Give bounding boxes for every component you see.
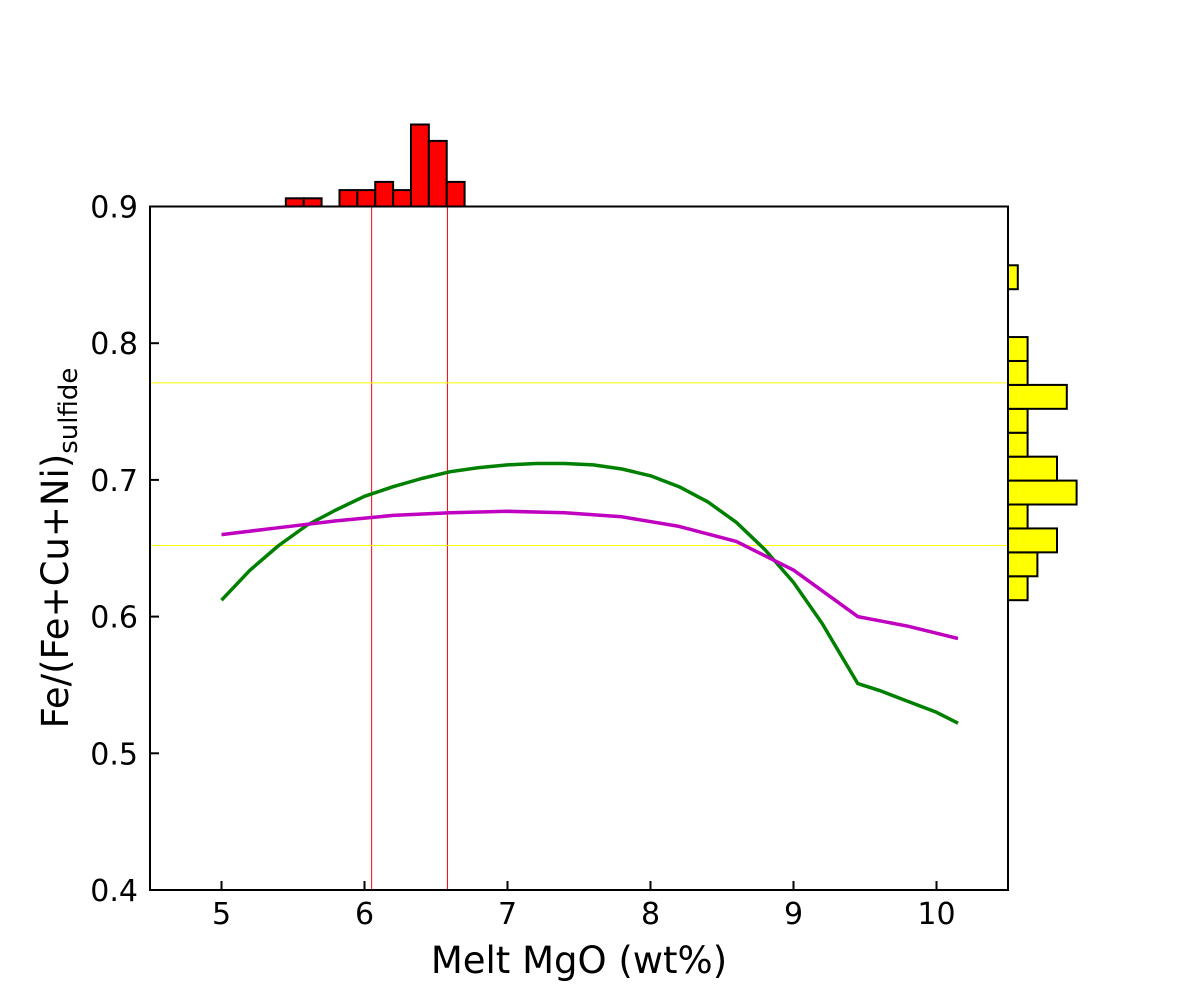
x-tick-label: 5 (212, 897, 231, 932)
x-tick-label: 10 (917, 897, 955, 932)
right-histogram-bar (1007, 527, 1058, 554)
right-histogram-bar (1007, 336, 1029, 362)
y-tick-label: 0.6 (90, 601, 138, 636)
top-histogram-bar (445, 180, 466, 208)
right-histogram-bar (1007, 431, 1029, 458)
right-histogram (1007, 264, 1078, 602)
y-tick-label: 0.9 (90, 191, 138, 226)
x-tick-label: 7 (498, 897, 517, 932)
top-histogram-bar (427, 139, 448, 208)
top-histogram-bar (338, 189, 359, 208)
top-histogram-bar (284, 197, 305, 208)
y-tick-label: 0.4 (90, 874, 138, 909)
top-histogram-bar (392, 189, 412, 208)
x-tick-label: 6 (355, 897, 374, 932)
x-tick-label: 9 (784, 897, 803, 932)
plot-frame (149, 205, 1009, 891)
right-histogram-bar (1007, 359, 1029, 386)
x-axis: 5 6 7 8 9 10 (212, 881, 956, 932)
top-histogram (284, 123, 466, 208)
y-axis-title-subscript: sulfide (54, 368, 84, 454)
top-histogram-bar (374, 180, 395, 208)
series-line-1 (220, 461, 959, 725)
y-tick-label: 0.8 (90, 327, 138, 362)
y-axis-title: Fe/(Fe+Cu+Ni)sulfide (34, 368, 84, 729)
right-histogram-bar (1007, 575, 1029, 602)
y-tick-label: 0.7 (90, 464, 138, 499)
top-histogram-bar (302, 197, 323, 208)
y-axis: 0.4 0.5 0.6 0.7 0.8 0.9 (90, 191, 159, 909)
right-histogram-bar (1007, 264, 1019, 291)
top-histogram-bar (409, 123, 430, 208)
right-histogram-bar (1007, 383, 1068, 410)
right-histogram-bar (1007, 455, 1058, 482)
series-line-2 (221, 509, 959, 641)
top-histogram-bar (356, 189, 377, 208)
y-tick-label: 0.5 (90, 737, 138, 772)
right-histogram-bar (1007, 407, 1029, 434)
right-histogram-bar (1007, 551, 1039, 578)
x-tick-label: 8 (641, 897, 660, 932)
y-axis-title-main: Fe/(Fe+Cu+Ni) (34, 454, 77, 729)
x-axis-title: Melt MgO (wt%) (431, 939, 727, 982)
reference-lines (150, 206, 1008, 890)
series-group (220, 461, 959, 725)
right-histogram-bar (1007, 503, 1029, 530)
right-histogram-bar (1007, 479, 1078, 506)
